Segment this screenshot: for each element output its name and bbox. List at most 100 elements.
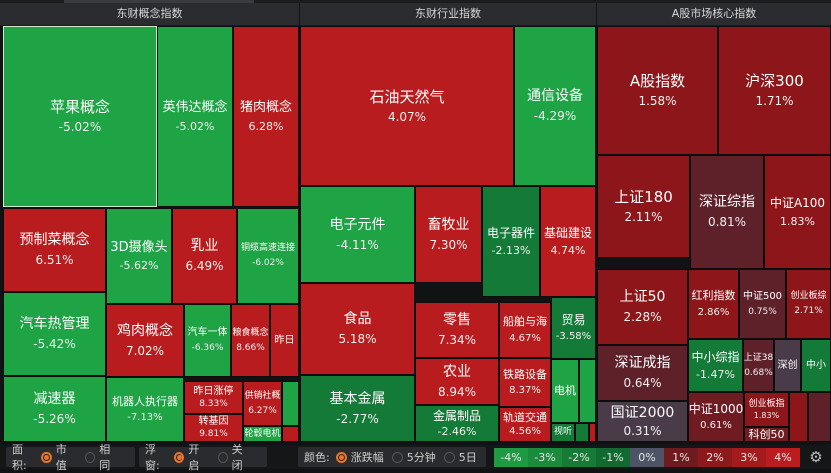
tile-csi300[interactable]: 沪深300 1.71% — [718, 26, 831, 155]
tile-livestock[interactable]: 畜牧业 7.30% — [415, 186, 482, 283]
tile-shipbuilding[interactable]: 船舶与海 4.67% — [499, 302, 551, 358]
tile-concept-small-1[interactable] — [282, 381, 299, 426]
tile-trade[interactable]: 贸易 -3.58% — [551, 297, 596, 359]
tile-core-small-1[interactable] — [789, 392, 808, 442]
tile-csi1000[interactable]: 中证1000 0.61% — [688, 392, 744, 442]
tile-sse50[interactable]: 上证50 2.28% — [597, 269, 688, 345]
tile-name: 上证50 — [619, 289, 666, 306]
tile-name: 中证A100 — [769, 196, 826, 211]
tile-change: -4.29% — [533, 109, 577, 124]
tile-railway-equipment[interactable]: 铁路设备 8.37% — [499, 358, 551, 407]
tile-telecom-equipment[interactable]: 通信设备 -4.29% — [514, 26, 596, 186]
window-tab[interactable] — [64, 0, 254, 3]
tile-name: 轮毂电机 — [244, 428, 281, 439]
option-label: 关闭 — [231, 443, 243, 472]
tile-name: 铁路设备 — [503, 367, 547, 381]
tile-szse-composite[interactable]: 深证综指 0.81% — [690, 155, 764, 269]
tile-industry-small-2[interactable] — [575, 423, 589, 442]
tile-core-small-2[interactable] — [808, 392, 831, 442]
tile-auto-thermal[interactable]: 汽车热管理 -5.42% — [3, 292, 106, 376]
tile-change: -1.47% — [696, 368, 735, 382]
tile-change: 1.83% — [780, 214, 815, 228]
tile-sme-composite[interactable]: 中小综指 -1.47% — [688, 339, 743, 392]
tile-name: 金属制品 — [432, 408, 481, 423]
tile-sme[interactable]: 中小 — [801, 339, 831, 392]
tile-agriculture[interactable]: 农业 8.94% — [415, 358, 499, 405]
option-label: 市值 — [55, 443, 67, 472]
area-option-equal[interactable]: 相同 — [85, 441, 119, 473]
tile-dividend-index[interactable]: 红利指数 2.86% — [688, 269, 739, 339]
tile-reducer[interactable]: 减速器 -5.26% — [3, 376, 106, 442]
tile-change: 9.81% — [199, 429, 228, 440]
tile-concept-small-2[interactable] — [282, 426, 299, 442]
tile-change: 6.51% — [35, 253, 74, 268]
tile-nvidia-concept[interactable]: 英伟达概念 -5.02% — [157, 26, 233, 207]
tile-csi500[interactable]: 中证500 0.75% — [739, 269, 786, 339]
tile-name: 上证38 — [743, 352, 774, 363]
tile-name: 供销社概 — [244, 390, 281, 401]
tile-name: 中证500 — [742, 290, 783, 302]
tile-change: -6.36% — [191, 343, 224, 354]
tile-robot-actuator[interactable]: 机器人执行器 -7.13% — [106, 377, 184, 442]
color-option-5day[interactable]: 5日 — [443, 449, 477, 465]
tile-name: 轨道交通 — [503, 411, 547, 425]
tile-yesterday-limit-up[interactable]: 昨日涨停 8.33% — [184, 381, 243, 414]
tile-auto-integration[interactable]: 汽车一体 -6.36% — [184, 304, 231, 377]
tile-yesterday[interactable]: 昨日 — [270, 304, 299, 377]
tile-industry-small-1[interactable] — [579, 359, 596, 423]
tile-change: 1.83% — [753, 410, 780, 420]
tile-chicken-concept[interactable]: 鸡肉概念 7.02% — [106, 304, 184, 377]
tile-sse38[interactable]: 上证38 0.68% — [743, 339, 774, 392]
tile-electronic-components[interactable]: 电子元件 -4.11% — [300, 186, 415, 283]
option-label: 5日 — [458, 451, 477, 464]
tile-cni2000[interactable]: 国证2000 0.31% — [597, 401, 688, 442]
popup-option-on[interactable]: 开启 — [174, 441, 207, 473]
tile-metal-products[interactable]: 金属制品 -2.46% — [415, 405, 499, 442]
tile-prepared-food[interactable]: 预制菜概念 6.51% — [3, 208, 106, 292]
tile-supply-coop[interactable]: 供销社概 6.27% — [243, 381, 282, 426]
tile-gmo[interactable]: 转基因 9.81% — [184, 414, 243, 442]
tile-change: -4.11% — [336, 237, 379, 252]
tile-chinext-index[interactable]: 创业板指 1.83% — [744, 392, 789, 427]
tile-rail-transit[interactable]: 轨道交通 4.56% — [499, 407, 551, 442]
tile-industry-small-3[interactable] — [589, 423, 596, 442]
tile-name: 电子器件 — [486, 225, 535, 240]
tile-hub-motor[interactable]: 轮毂电机 — [243, 426, 282, 442]
tile-name: 零售 — [443, 312, 471, 329]
tile-name: 食品 — [343, 311, 372, 328]
tile-chinext-composite[interactable]: 创业板综 2.71% — [786, 269, 831, 339]
tile-dairy[interactable]: 乳业 6.49% — [172, 208, 237, 304]
tile-change: 7.30% — [429, 237, 468, 252]
tile-change: 6.27% — [248, 405, 277, 416]
tile-star50[interactable]: 科创50 — [744, 427, 789, 442]
tile-change: -2.46% — [437, 425, 477, 439]
tile-csi-a100[interactable]: 中证A100 1.83% — [764, 155, 831, 269]
tile-electronic-devices[interactable]: 电子器件 -2.13% — [482, 186, 540, 297]
tile-grain-concept[interactable]: 粮食概念 8.66% — [231, 304, 270, 377]
tile-food[interactable]: 食品 5.18% — [300, 283, 415, 375]
color-label: 颜色: — [304, 451, 330, 464]
tile-sse180[interactable]: 上证180 2.11% — [597, 155, 690, 258]
tile-szse-component[interactable]: 深证成指 0.64% — [597, 345, 688, 401]
tile-copper-cable[interactable]: 铜缆高速连接 -6.02% — [237, 208, 299, 304]
color-option-change[interactable]: 涨跌幅 — [335, 449, 384, 465]
tile-oil-gas[interactable]: 石油天然气 4.07% — [300, 26, 514, 186]
tile-retail[interactable]: 零售 7.34% — [415, 302, 499, 358]
tile-3d-camera[interactable]: 3D摄像头 -5.62% — [106, 208, 172, 304]
tile-a-share-index[interactable]: A股指数 1.58% — [597, 26, 718, 155]
tile-change: -2.13% — [491, 244, 531, 258]
tile-basic-metals[interactable]: 基本金属 -2.77% — [300, 375, 415, 442]
tile-szse-innovation[interactable]: 深创 — [774, 339, 801, 392]
tile-pork-concept[interactable]: 猪肉概念 6.28% — [233, 26, 299, 207]
tile-apple-concept[interactable]: 苹果概念 -5.02% — [3, 26, 157, 207]
tile-infrastructure[interactable]: 基础建设 4.74% — [540, 186, 596, 297]
tile-change: -3.58% — [555, 331, 592, 343]
tile-name: A股指数 — [629, 72, 686, 91]
tile-audiovisual[interactable]: 视听 — [551, 423, 575, 442]
popup-option-off[interactable]: 关闭 — [217, 441, 251, 473]
area-option-market-cap[interactable]: 市值 — [41, 441, 75, 473]
gear-icon[interactable]: ⚙ — [809, 448, 823, 466]
color-option-5min[interactable]: 5分钟 — [391, 449, 436, 465]
tile-motors[interactable]: 电机 — [551, 359, 579, 423]
tile-change: 6.28% — [248, 119, 284, 133]
